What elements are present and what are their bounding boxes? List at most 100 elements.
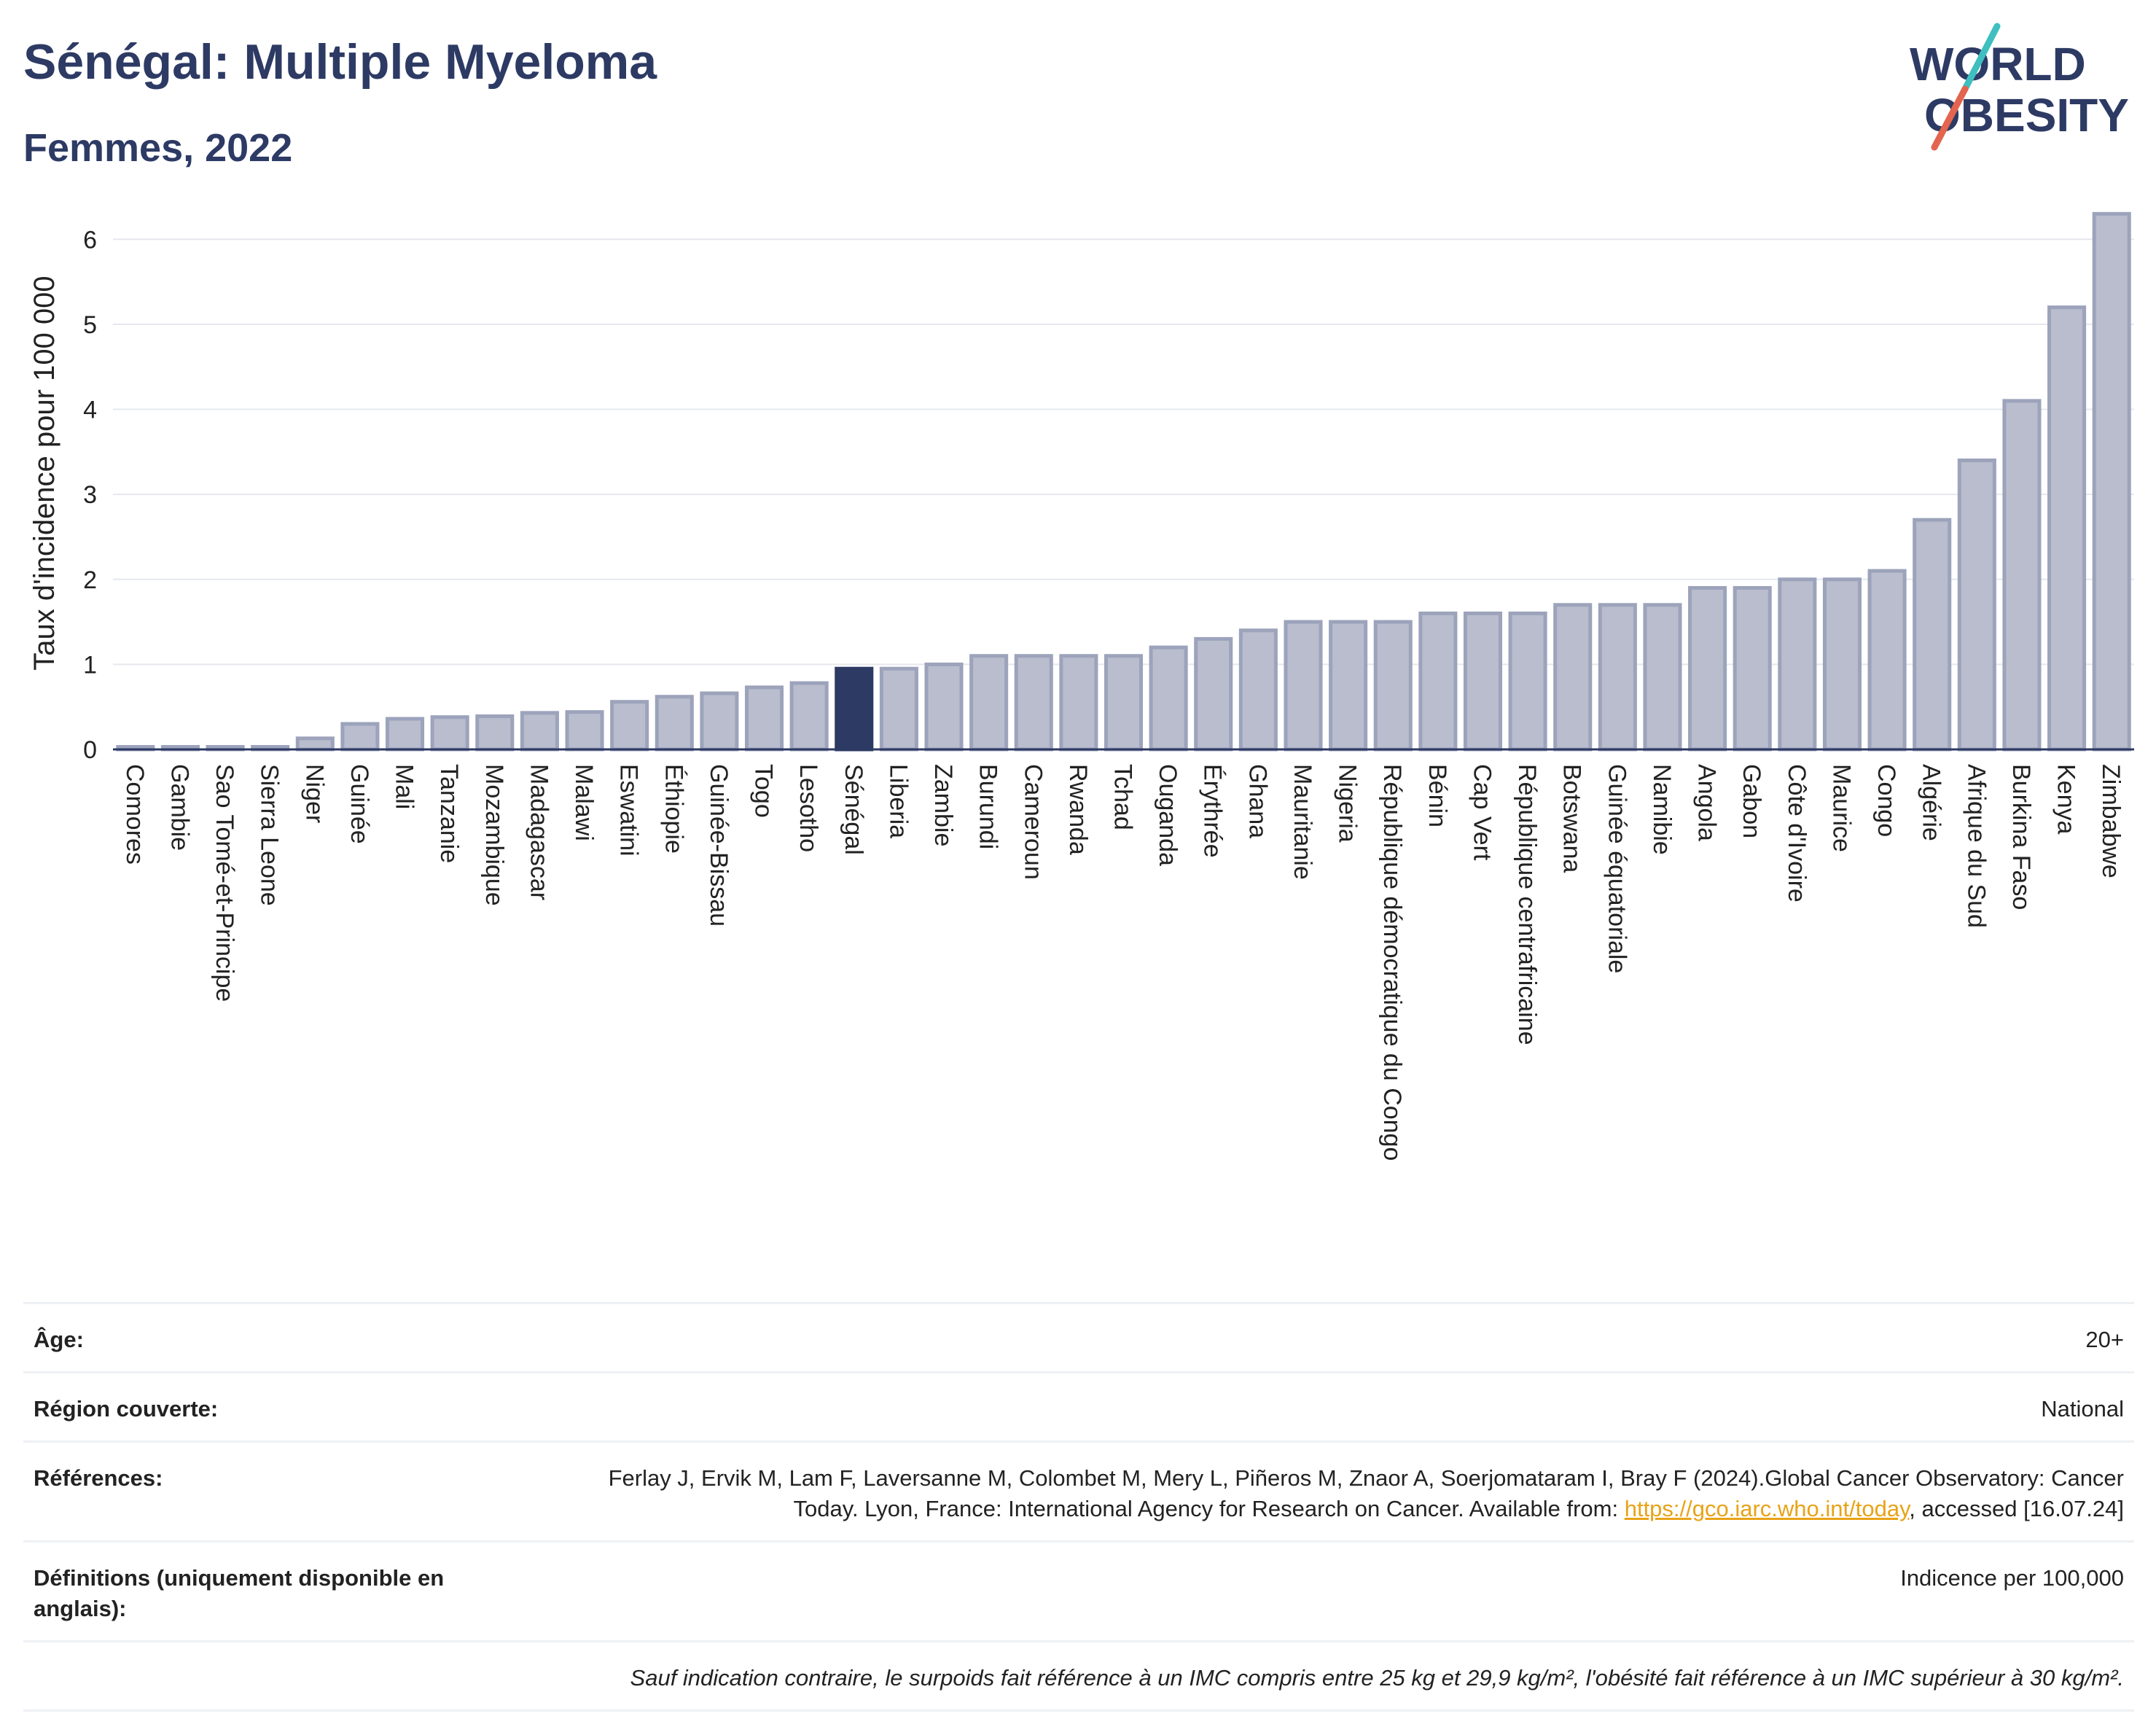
meta-row-age: Âge: 20+ [23, 1304, 2134, 1373]
bar [744, 685, 784, 752]
y-tick-label: 1 [83, 651, 97, 679]
x-tick-label: Congo [1872, 764, 1900, 837]
y-tick-label: 5 [83, 311, 97, 339]
x-tick-label: Mali [391, 764, 418, 809]
bar [1913, 518, 1952, 752]
x-tick-label: Tanzanie [435, 764, 463, 863]
x-tick-label: Guinée-Bissau [705, 764, 733, 927]
bar [1014, 654, 1053, 752]
x-tick-label: Madagascar [525, 764, 552, 900]
bar [1778, 577, 1817, 752]
bar [2092, 211, 2131, 752]
bar [2047, 305, 2087, 752]
bar [1418, 611, 1458, 752]
x-tick-label: Rwanda [1064, 764, 1092, 855]
bar [1104, 654, 1144, 752]
bar [1373, 620, 1413, 752]
y-axis-label: Taux d'incidence pour 100 000 [28, 276, 60, 670]
x-tick-label: Sao Tomé-et-Principe [211, 764, 238, 1002]
y-tick-label: 0 [83, 736, 97, 764]
x-tick-label: République centrafricaine [1513, 764, 1541, 1045]
bar [1957, 459, 1996, 752]
x-tick-label: Tchad [1109, 764, 1137, 830]
x-tick-label: Niger [300, 764, 328, 823]
chart-title: Sénégal: Multiple Myeloma [23, 34, 657, 90]
x-tick-label: Malawi [570, 764, 598, 841]
references-text-start: Ferlay J, Ervik M, Lam F, Laversanne M, … [608, 1465, 2124, 1521]
bar [835, 666, 874, 752]
references-link[interactable]: https://gco.iarc.who.int/today [1624, 1496, 1910, 1521]
x-tick-label: Angola [1693, 764, 1721, 841]
x-tick-label: Liberia [884, 764, 912, 838]
meta-row-note: Sauf indication contraire, le surpoids f… [23, 1642, 2134, 1712]
y-tick-label: 3 [83, 481, 97, 509]
y-tick-label: 4 [83, 397, 97, 424]
x-tick-label: Burundi [975, 764, 1002, 849]
y-tick-label: 2 [83, 566, 97, 594]
x-tick-label: Zimbabwe [2097, 764, 2125, 878]
x-tick-label: Kenya [2053, 764, 2080, 834]
x-tick-label: Côte d'Ivoire [1783, 764, 1811, 902]
bar [1059, 654, 1098, 752]
logo-slash-bottom [1931, 85, 1969, 151]
x-tick-label: Érythrée [1199, 764, 1227, 858]
meta-row-definitions: Définitions (uniquement disponible en an… [23, 1543, 2134, 1642]
x-tick-label: Guinée [345, 764, 373, 844]
x-tick-label: Comores [121, 764, 149, 865]
logo-line-1: WORLD [1910, 38, 2086, 90]
x-tick-label: Maurice [1827, 764, 1855, 852]
bar [879, 666, 918, 752]
meta-row-region: Région couverte: National [23, 1373, 2134, 1443]
bar [1508, 611, 1547, 752]
bar [1238, 628, 1278, 752]
bar [969, 654, 1009, 752]
x-tick-label: Gabon [1738, 764, 1765, 838]
bar [610, 700, 649, 752]
x-tick-label: Cameroun [1019, 764, 1047, 880]
x-tick-label: Zambie [929, 764, 957, 846]
x-tick-label: Afrique du Sud [1962, 764, 1990, 928]
bmi-note: Sauf indication contraire, le surpoids f… [630, 1665, 2124, 1691]
x-tick-label: Namibie [1648, 764, 1676, 855]
chart-subtitle: Femmes, 2022 [23, 126, 293, 170]
x-tick-label: Eswatini [615, 764, 643, 857]
bar [1822, 577, 1862, 752]
definitions-label: Définitions (uniquement disponible en an… [34, 1565, 445, 1621]
x-tick-label: Gambie [165, 764, 193, 851]
x-tick-label: Sierra Leone [256, 764, 284, 906]
age-label: Âge: [34, 1327, 84, 1352]
x-tick-label: Sénégal [840, 764, 867, 855]
bar [1149, 645, 1188, 752]
x-tick-label: Mauritanie [1289, 764, 1316, 880]
x-tick-label: Burkina Faso [2007, 764, 2035, 910]
x-tick-label: Cap Vert [1468, 764, 1496, 861]
region-value: National [2041, 1396, 2124, 1422]
x-tick-label: Algérie [1918, 764, 1945, 841]
age-value: 20+ [2085, 1327, 2124, 1352]
bar [386, 717, 425, 752]
metadata-table: Âge: 20+ Région couverte: National Référ… [23, 1302, 2134, 1712]
bar [789, 681, 829, 752]
x-tick-label: Nigeria [1334, 764, 1362, 843]
references-text-end: , accessed [16.07.24] [1909, 1496, 2124, 1521]
bar [700, 691, 739, 752]
bar [924, 662, 964, 752]
x-tick-label: Éthiopie [660, 764, 687, 854]
bar [1553, 603, 1593, 752]
bar [1688, 585, 1727, 752]
bar [1194, 636, 1233, 752]
bar [565, 710, 604, 752]
x-tick-label: Mozambique [480, 764, 508, 906]
bar [1598, 603, 1637, 752]
bar [340, 722, 380, 752]
bar [1733, 585, 1772, 752]
y-tick-label: 6 [83, 226, 97, 254]
bar [655, 695, 694, 752]
bar [1643, 603, 1682, 752]
x-tick-label: Togo [750, 764, 778, 818]
bar [1329, 620, 1368, 752]
x-tick-label: Bénin [1423, 764, 1451, 827]
bar [475, 714, 515, 752]
x-tick-label: Botswana [1558, 764, 1586, 873]
x-tick-label: Ouganda [1154, 764, 1181, 866]
